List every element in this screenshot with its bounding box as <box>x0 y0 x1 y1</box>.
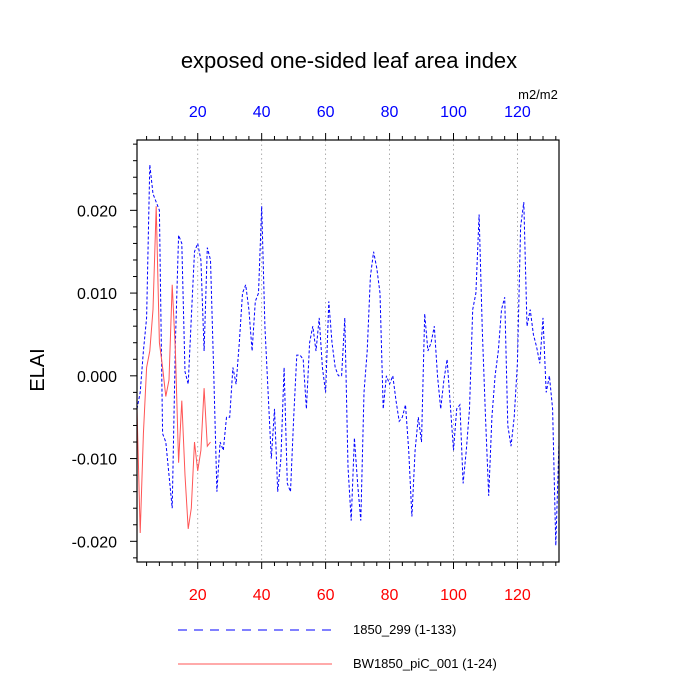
y-tick-label: 0.010 <box>77 286 117 303</box>
x-tick-label-top: 20 <box>189 104 207 121</box>
chart-title: exposed one-sided leaf area index <box>181 48 517 73</box>
y-tick-label: 0.000 <box>77 369 117 386</box>
x-tick-label-bottom: 80 <box>381 587 399 604</box>
legend-label-1: 1850_299 (1-133) <box>353 622 456 637</box>
y-tick-label: -0.020 <box>72 534 117 551</box>
x-tick-label-bottom: 20 <box>189 587 207 604</box>
x-tick-label-top: 80 <box>381 104 399 121</box>
plot-frame <box>136 139 560 563</box>
axis-ticks: 20 20 40 40 60 60 80 80 100 100 120 120 -0.020 -0.010… <box>72 104 557 604</box>
x-tick-label-bottom: 60 <box>317 587 335 604</box>
x-tick-label-bottom: 100 <box>440 587 467 604</box>
series-line-1 <box>136 164 560 546</box>
x-tick-label-top: 40 <box>253 104 271 121</box>
units-label: m2/m2 <box>518 87 558 102</box>
x-tick-label-top: 60 <box>317 104 335 121</box>
x-tick-label-top: 100 <box>440 104 467 121</box>
x-tick-label-bottom: 120 <box>504 587 531 604</box>
x-tick-label-top: 120 <box>504 104 531 121</box>
series-line-2 <box>136 206 211 534</box>
y-tick-label: -0.010 <box>72 452 117 469</box>
y-axis-label: ELAI <box>27 348 49 391</box>
legend: 1850_299 (1-133) BW1850_piC_001 (1-24) <box>178 622 497 671</box>
legend-label-2: BW1850_piC_001 (1-24) <box>353 656 497 671</box>
series-layer <box>136 164 560 546</box>
grid-lines <box>197 140 518 562</box>
x-tick-label-bottom: 40 <box>253 587 271 604</box>
y-tick-label: 0.020 <box>77 203 117 220</box>
